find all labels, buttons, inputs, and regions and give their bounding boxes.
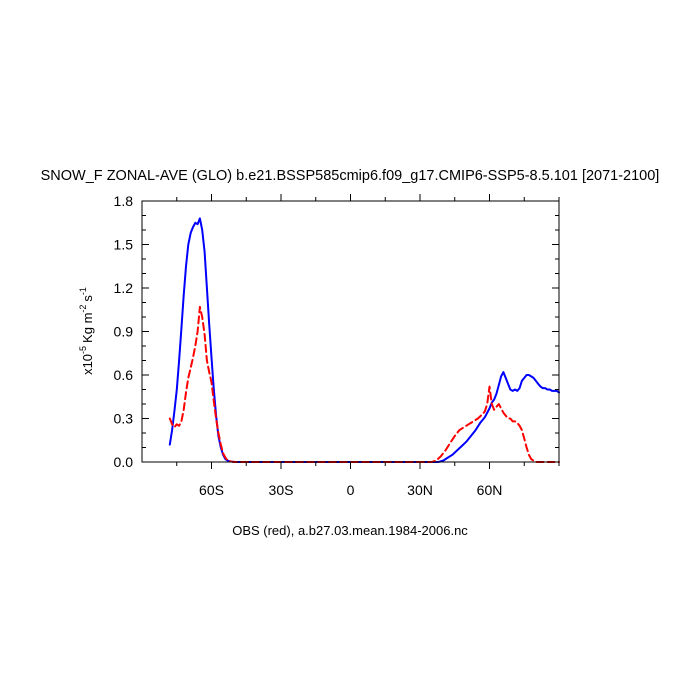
y-tick-label: 0.6	[114, 367, 134, 383]
y-label-exp1: -5	[78, 346, 88, 354]
x-tick-label: 30N	[407, 482, 433, 498]
y-tick-label: 0.3	[114, 411, 134, 427]
y-label-exp3: -1	[78, 287, 88, 295]
y-axis-label: x10-5 Kg m-2 s-1	[78, 287, 95, 375]
x-tick-label: 30S	[269, 482, 294, 498]
y-tick-label: 1.2	[114, 280, 134, 296]
y-label-mid2: s	[80, 295, 95, 302]
ticks-layer: 0.0 0.3 0.6 0.9 1.2 1.5 1.8 60S 30S 0 30N 60N	[114, 193, 560, 498]
y-label-exp2: -2	[78, 305, 88, 313]
x-axis-label: OBS (red), a.b27.03.mean.1984-2006.nc	[232, 523, 468, 538]
y-tick-label: 1.5	[114, 237, 134, 253]
x-tick-label: 60S	[199, 482, 224, 498]
y-tick-label: 1.8	[114, 193, 134, 209]
series-line-2	[168, 305, 560, 463]
series-line-1	[168, 217, 560, 463]
plot-frame	[141, 200, 560, 463]
y-label-prefix: x10	[80, 354, 95, 375]
y-label-mid1: Kg m	[80, 313, 95, 343]
x-tick-label: 0	[347, 482, 355, 498]
x-tick-label: 60N	[477, 482, 503, 498]
chart-title: SNOW_F ZONAL-AVE (GLO) b.e21.BSSP585cmip…	[41, 168, 660, 184]
y-tick-label: 0.0	[114, 454, 134, 470]
y-tick-label: 0.9	[114, 324, 134, 340]
series-layer	[168, 217, 560, 463]
